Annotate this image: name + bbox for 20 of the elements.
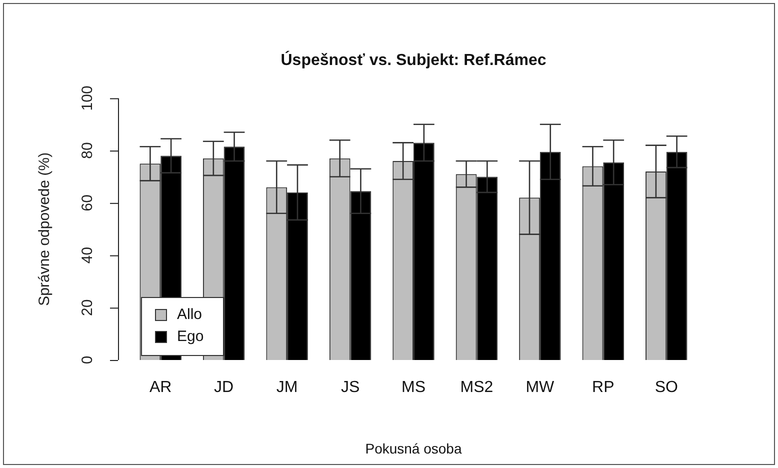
- y-tick-label: 60: [79, 194, 96, 212]
- y-tick-label: 20: [79, 299, 96, 316]
- y-tick-label: 0: [79, 356, 96, 364]
- x-axis-title: Pokusná osoba: [365, 440, 462, 456]
- x-tick-label: RP: [592, 379, 614, 396]
- y-tick-label: 40: [79, 246, 96, 264]
- x-tick-label: JD: [214, 379, 234, 396]
- x-tick-label: MW: [526, 379, 556, 396]
- x-tick-label: JS: [340, 379, 360, 396]
- x-tick-label: MS: [402, 379, 426, 396]
- x-tick-label: MS2: [460, 379, 494, 396]
- y-tick-label: 100: [79, 86, 96, 111]
- y-axis-title: Správne odpovede (%): [36, 152, 54, 306]
- y-tick-label: 80: [79, 142, 96, 159]
- x-tick-label: JM: [276, 379, 298, 396]
- chart-title: Úspešnosť vs. Subjekt: Ref.Rámec: [280, 50, 546, 70]
- x-tick-label: SO: [654, 379, 678, 396]
- legend-label: Ego: [177, 328, 204, 346]
- x-tick-label: AR: [149, 379, 172, 396]
- legend-label: Allo: [177, 306, 202, 324]
